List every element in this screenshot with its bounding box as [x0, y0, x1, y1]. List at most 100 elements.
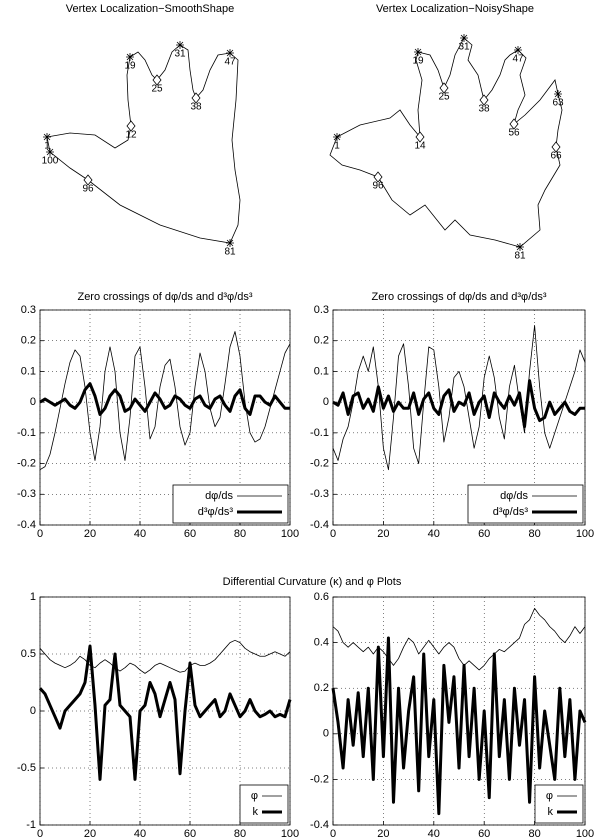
vertex-label: 96	[372, 181, 384, 192]
x-tick-label: 40	[134, 828, 146, 839]
vertex-diamond	[191, 92, 201, 104]
vertex-label: 1	[334, 141, 340, 152]
series-line	[332, 379, 585, 429]
vertex-diamond	[126, 120, 136, 132]
vertex-star	[226, 239, 234, 247]
vertex-label: 14	[414, 141, 426, 152]
y-tick-label: -0.4	[17, 519, 36, 531]
vertex-star	[176, 41, 184, 49]
vertex-diamond	[439, 82, 449, 94]
x-tick-label: 0	[37, 528, 43, 540]
vertex-label: 25	[438, 92, 450, 103]
y-tick-label: 1	[30, 591, 36, 603]
x-tick-label: 20	[84, 828, 96, 839]
x-tick-label: 0	[330, 528, 336, 540]
vertex-label: 12	[125, 130, 137, 141]
vertex-star	[46, 148, 54, 156]
x-tick-label: 20	[377, 828, 389, 839]
legend-label: φ	[546, 790, 553, 802]
x-tick-label: 0	[37, 828, 43, 839]
legend-label: d³φ/ds³	[493, 506, 529, 518]
legend-box	[534, 784, 584, 824]
x-tick-label: 60	[478, 828, 490, 839]
x-tick-label: 60	[184, 528, 196, 540]
x-tick-label: 40	[428, 528, 440, 540]
y-tick-label: -0.3	[17, 488, 36, 500]
vertex-star	[516, 243, 524, 251]
vertex-diamond	[479, 94, 489, 106]
x-tick-label: 40	[428, 828, 440, 839]
x-tick-label: 80	[528, 528, 540, 540]
vertex-label: 47	[224, 57, 236, 68]
x-tick-label: 100	[281, 828, 299, 839]
vertex-diamond	[373, 171, 383, 183]
y-tick-label: -1	[26, 819, 36, 831]
y-tick-label: 0	[323, 396, 329, 408]
chart-title: Vertex Localization−NoisyShape	[376, 3, 534, 15]
vertex-star	[333, 133, 341, 141]
series-line	[38, 644, 292, 781]
x-tick-label: 100	[576, 528, 594, 540]
vertex-diamond	[83, 174, 93, 186]
chart-title: Vertex Localization−SmoothShape	[66, 3, 234, 15]
legend-label: d³φ/ds³	[198, 506, 234, 518]
legend-box	[172, 484, 289, 524]
legend-box	[467, 484, 584, 524]
x-tick-label: 60	[184, 828, 196, 839]
legend-label: dφ/ds	[500, 490, 528, 502]
y-tick-label: 0.2	[21, 335, 36, 347]
vertex-label: 96	[82, 184, 94, 195]
x-tick-label: 60	[478, 528, 490, 540]
vertex-diamond	[152, 74, 162, 86]
y-tick-label: 0	[30, 396, 36, 408]
x-tick-label: 40	[134, 528, 146, 540]
vertex-diamond	[509, 118, 519, 130]
y-tick-label: -0.4	[310, 819, 329, 831]
x-tick-label: 0	[330, 828, 336, 839]
legend-box	[239, 784, 289, 824]
vertex-label: 66	[550, 151, 562, 162]
legend-label: k	[253, 806, 259, 818]
vertex-label: 47	[512, 54, 524, 65]
y-tick-label: -0.3	[310, 488, 329, 500]
vertex-diamond	[415, 131, 425, 143]
y-tick-label: 0.2	[314, 335, 329, 347]
vertex-star	[514, 46, 522, 54]
y-tick-label: 0.1	[314, 365, 329, 377]
legend-label: φ	[251, 790, 258, 802]
x-tick-label: 20	[84, 528, 96, 540]
y-tick-label: -0.2	[310, 457, 329, 469]
vertex-label: 63	[552, 98, 564, 109]
y-tick-label: -0.4	[310, 519, 329, 531]
series-line	[39, 382, 290, 416]
chart-title: Zero crossings of dφ/ds and d³φ/ds³	[371, 291, 546, 303]
vertex-label: 56	[508, 128, 520, 139]
vertex-label: 19	[412, 56, 424, 67]
y-tick-label: 0.2	[314, 682, 329, 694]
y-tick-label: 0.6	[314, 591, 329, 603]
legend-label: k	[548, 806, 554, 818]
vertex-label: 100	[42, 156, 59, 167]
vertex-diamond	[551, 141, 561, 153]
x-tick-label: 20	[377, 528, 389, 540]
series-line	[39, 331, 291, 471]
y-tick-label: 0.1	[21, 365, 36, 377]
y-tick-label: -0.2	[17, 457, 36, 469]
y-tick-label: 0.5	[21, 648, 36, 660]
y-tick-label: 0	[323, 728, 329, 740]
vertex-star	[414, 48, 422, 56]
vertex-label: 19	[124, 61, 136, 72]
x-tick-label: 80	[528, 828, 540, 839]
chart-title: Zero crossings of dφ/ds and d³φ/ds³	[77, 291, 252, 303]
y-tick-label: 0.3	[21, 304, 36, 316]
x-tick-label: 80	[234, 828, 246, 839]
vertex-label: 31	[458, 42, 470, 53]
x-tick-label: 100	[576, 828, 594, 839]
y-tick-label: 0.4	[314, 637, 329, 649]
vertex-label: 38	[190, 102, 202, 113]
x-tick-label: 80	[234, 528, 246, 540]
y-tick-label: -0.2	[310, 773, 329, 785]
vertex-label: 81	[514, 251, 526, 262]
vertex-star	[126, 53, 134, 61]
